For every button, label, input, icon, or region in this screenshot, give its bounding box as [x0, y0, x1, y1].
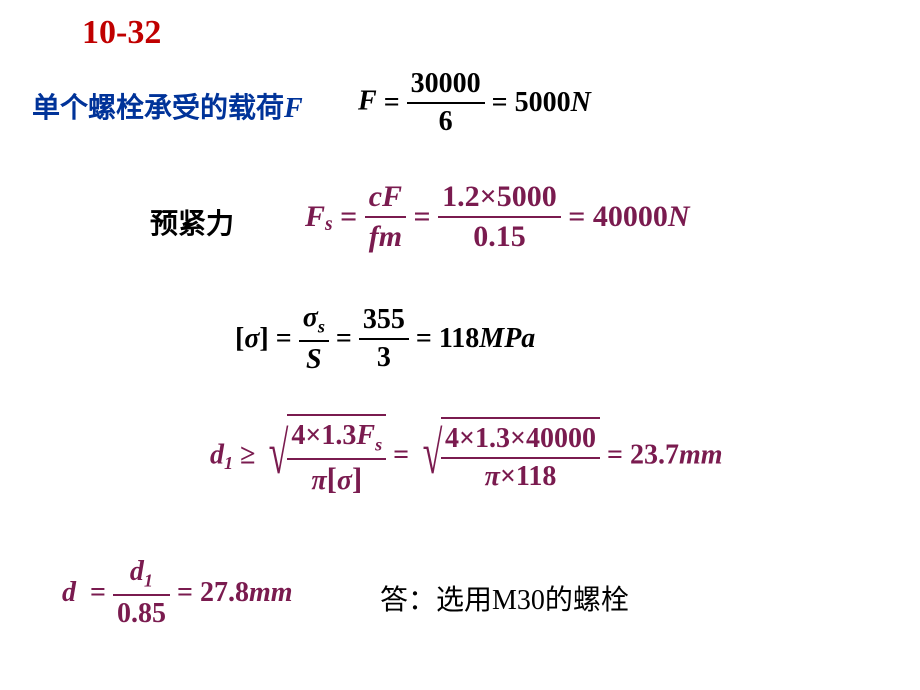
label-bolt-load-prefix: 单个螺栓承受的载荷	[32, 93, 284, 124]
eq2-frac1-num: cF	[365, 180, 406, 218]
eq2-frac2-den: 0.15	[438, 218, 561, 254]
eq4-lhs-var: d	[210, 439, 224, 470]
eq2-lhs-var: F	[305, 200, 325, 233]
equation-sigma: [σ] = σs S = 355 3 = 118MPa	[235, 302, 535, 376]
eq2-frac1-den: fm	[365, 218, 406, 254]
eq4-sqrt2-num: 4×1.3×40000	[441, 423, 600, 459]
equation-F: F = 30000 6 = 5000N	[358, 68, 591, 138]
eq1-den: 6	[407, 104, 485, 138]
eq3-unit: MPa	[479, 323, 535, 354]
eq1-frac: 30000 6	[407, 68, 485, 138]
label-preload: 预紧力	[150, 202, 234, 242]
eq5-frac-den: 0.85	[113, 596, 170, 630]
label-bolt-load: 单个螺栓承受的载荷F	[32, 86, 303, 126]
equation-Fs: Fs = cF fm = 1.2×5000 0.15 = 40000N	[305, 180, 690, 254]
problem-number: 10-32	[82, 14, 161, 52]
eq4-op: ≥	[240, 439, 255, 470]
eq3-frac1-num: σs	[299, 302, 329, 342]
eq1-lhs: F	[358, 85, 377, 116]
eq5-frac: d1 0.85	[113, 556, 170, 630]
eq4-sqrt1: 4×1.3Fs π[σ]	[287, 414, 386, 497]
eq2-lhs-sub: s	[325, 214, 333, 235]
eq2-frac2-num: 1.2×5000	[438, 180, 561, 218]
eq3-frac2: 355 3	[359, 304, 409, 374]
eq5-rhs: 27.8	[200, 577, 249, 608]
eq5-frac-num: d1	[113, 556, 170, 596]
eq3-rhs: 118	[439, 323, 479, 354]
eq3-frac2-num: 355	[359, 304, 409, 340]
eq4-unit: mm	[679, 439, 723, 470]
equation-d: d = d1 0.85 = 27.8mm	[62, 556, 293, 630]
eq4-sqrt1-den: π[σ]	[287, 460, 386, 497]
eq3-sigma: σ	[244, 323, 259, 354]
equation-d1: d1 ≥ √ 4×1.3Fs π[σ] = √ 4×1.3×40000 π×11…	[210, 414, 723, 497]
eq2-rhs: 40000	[593, 200, 668, 233]
eq4-sqrt1-num: 4×1.3Fs	[287, 420, 386, 460]
eq4-lhs-sub: 1	[224, 453, 233, 473]
eq5-lhs: d	[62, 577, 76, 608]
eq4-sqrt2-den: π×118	[441, 459, 600, 493]
eq3-frac1: σs S	[299, 302, 329, 376]
eq2-frac1: cF fm	[365, 180, 406, 254]
eq4-rhs: 23.7	[630, 439, 679, 470]
label-bolt-load-var: F	[284, 93, 303, 124]
eq4-sqrt2: 4×1.3×40000 π×118	[441, 417, 600, 493]
eq1-rhs: 5000	[515, 87, 571, 118]
answer-text: 答：选用M30的螺栓	[380, 578, 629, 618]
eq3-frac1-den: S	[299, 342, 329, 376]
eq1-num: 30000	[407, 68, 485, 104]
eq5-unit: mm	[249, 577, 293, 608]
eq2-unit: N	[668, 200, 690, 233]
eq3-frac2-den: 3	[359, 340, 409, 374]
eq1-unit: N	[571, 87, 591, 118]
eq2-frac2: 1.2×5000 0.15	[438, 180, 561, 254]
